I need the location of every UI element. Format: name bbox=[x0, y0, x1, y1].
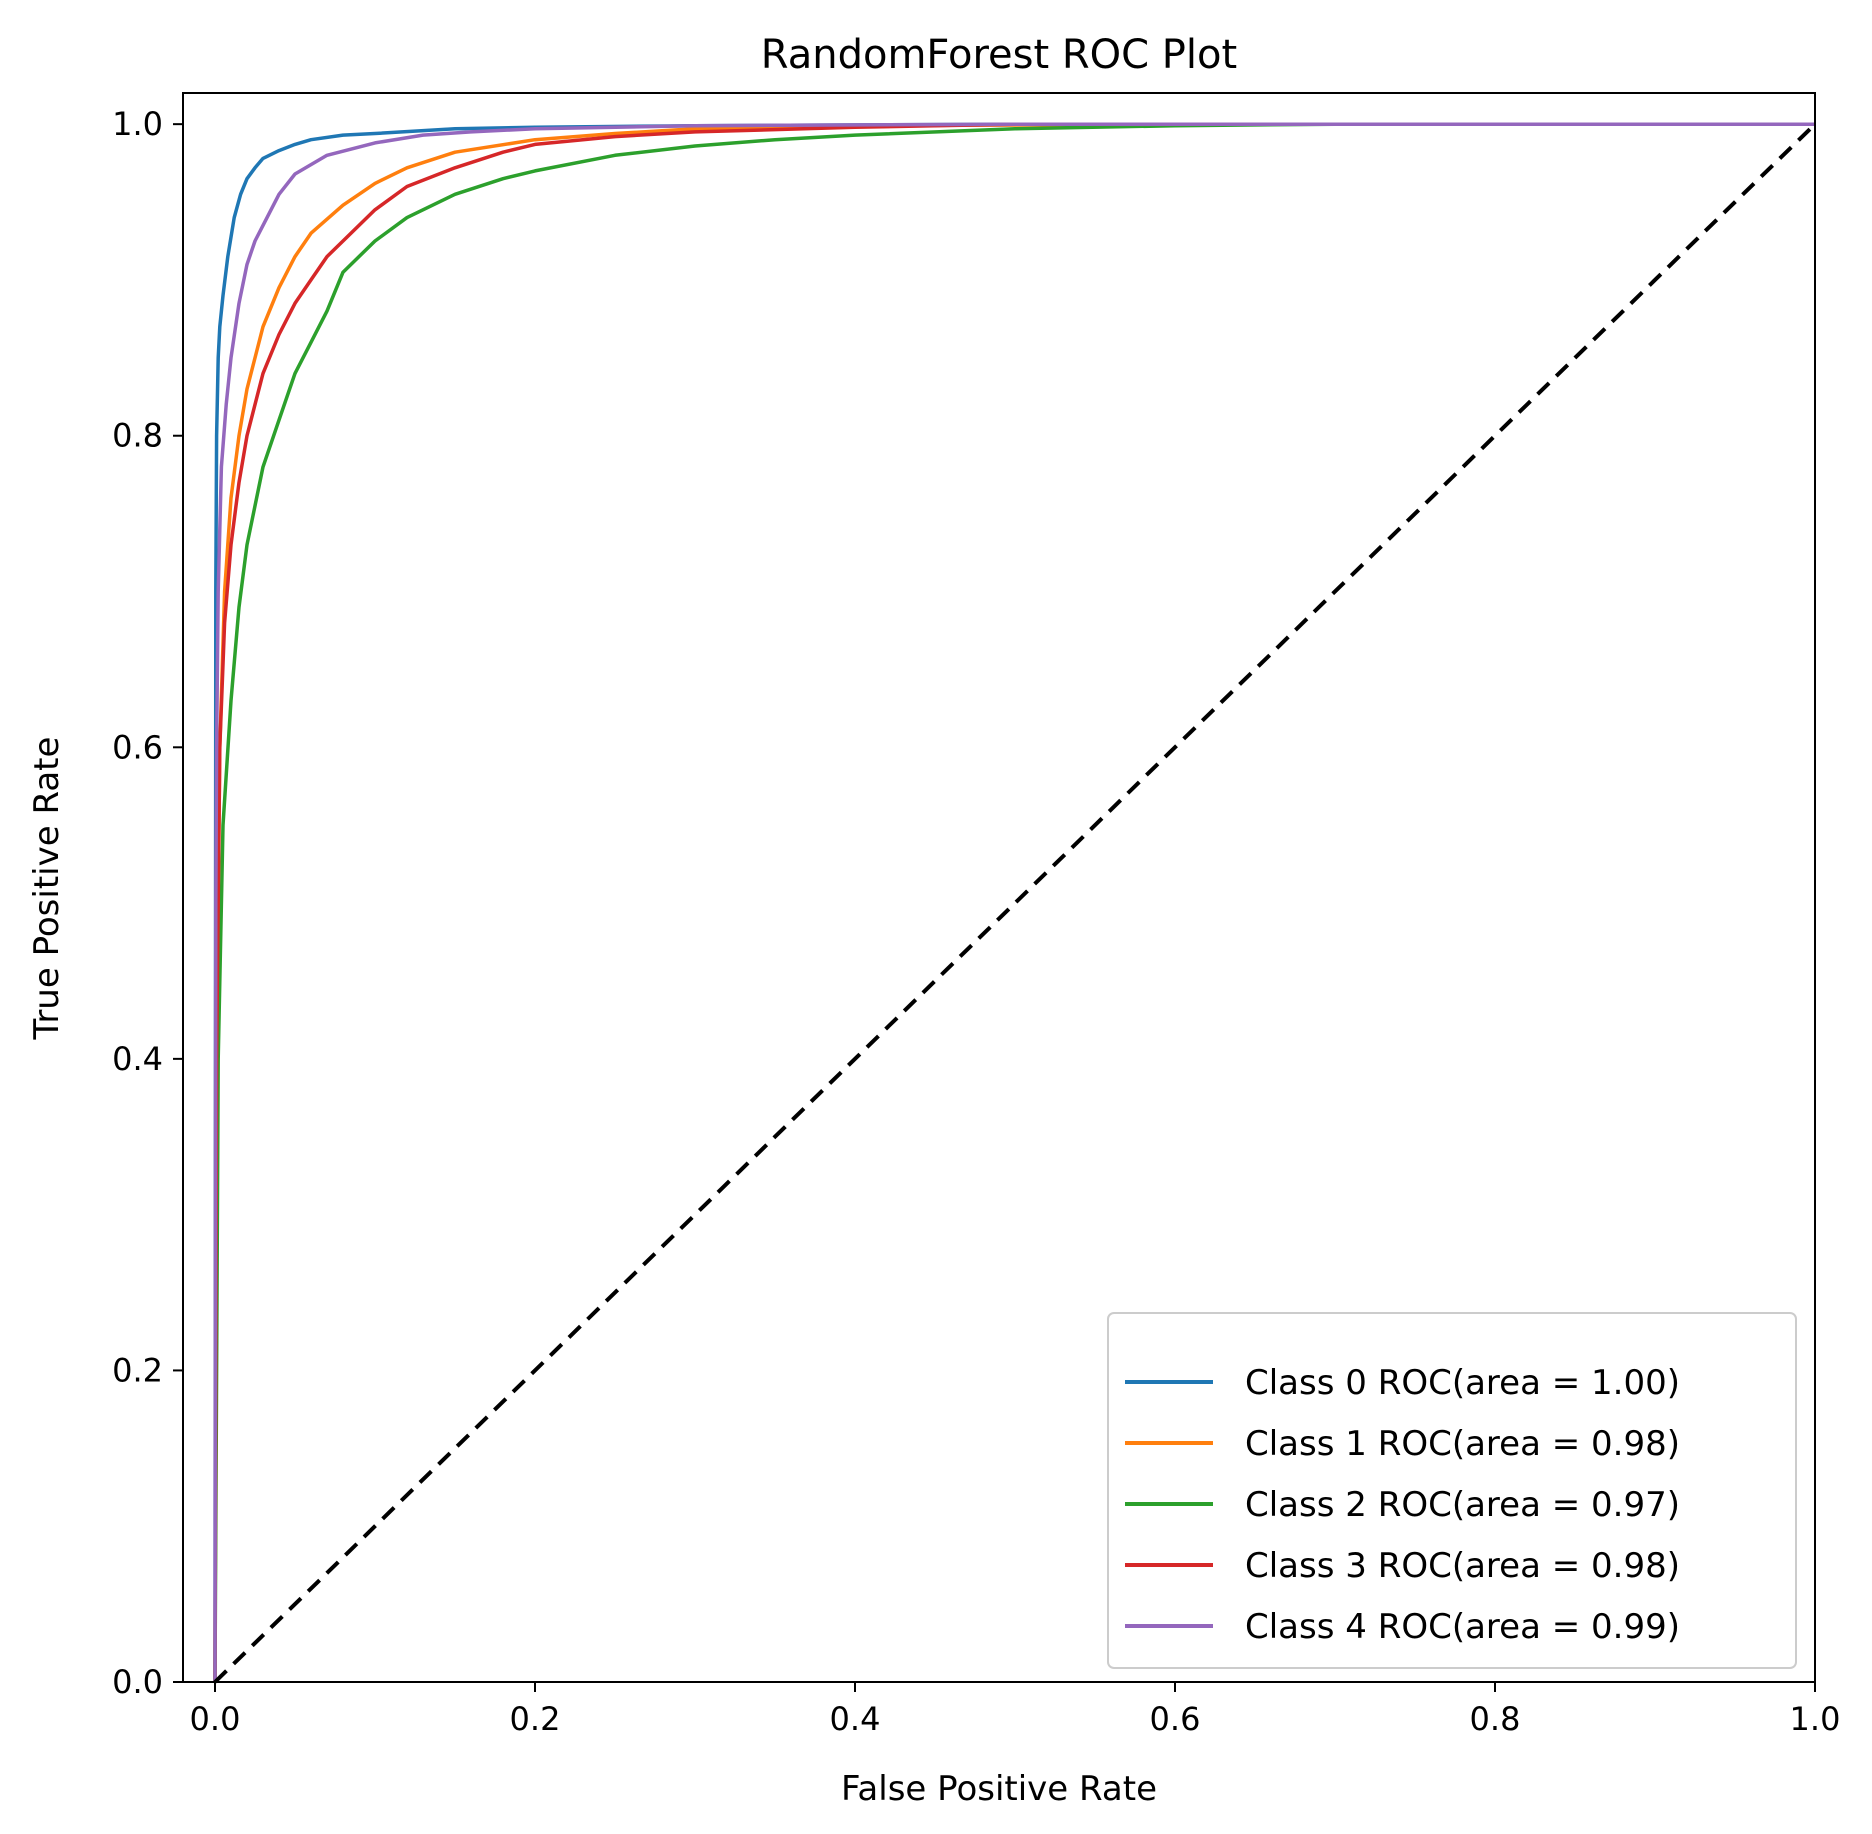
plot-frame bbox=[182, 92, 1816, 1683]
x-tick-label: 1.0 bbox=[1790, 1700, 1841, 1738]
chart-title: RandomForest ROC Plot bbox=[761, 32, 1237, 78]
plot-lines bbox=[213, 122, 1817, 1684]
legend-label-class-0: Class 0 ROC(area = 1.00) bbox=[1245, 1363, 1680, 1403]
y-axis-ticks: 0.0 0.2 0.4 0.6 0.8 1.0 bbox=[112, 105, 183, 1701]
legend-box bbox=[1107, 1312, 1797, 1669]
legend-label-class-2: Class 2 ROC(area = 0.97) bbox=[1245, 1485, 1680, 1525]
x-tick-label: 0.6 bbox=[1150, 1700, 1201, 1738]
x-tick-label: 0.4 bbox=[830, 1700, 881, 1738]
legend: Class 0 ROC(area = 1.00) Class 1 ROC(area… bbox=[1107, 1312, 1797, 1669]
x-axis-label: False Positive Rate bbox=[841, 1769, 1157, 1809]
y-tick-label: 1.0 bbox=[112, 105, 163, 143]
roc-line-class-2 bbox=[213, 122, 1815, 1683]
x-tick-label: 0.8 bbox=[1470, 1700, 1521, 1738]
legend-label-class-1: Class 1 ROC(area = 0.98) bbox=[1245, 1424, 1680, 1464]
roc-line-class-3 bbox=[213, 122, 1815, 1683]
legend-label-class-4: Class 4 ROC(area = 0.99) bbox=[1245, 1607, 1680, 1647]
y-tick-label: 0.0 bbox=[112, 1663, 163, 1701]
y-tick-label: 0.8 bbox=[112, 417, 163, 455]
roc-line-class-0 bbox=[213, 122, 1815, 1683]
x-axis-ticks: 0.0 0.2 0.4 0.6 0.8 1.0 bbox=[190, 1682, 1841, 1738]
roc-line-class-1 bbox=[213, 122, 1815, 1683]
chance-diagonal-line bbox=[213, 122, 1817, 1684]
x-tick-label: 0.0 bbox=[190, 1700, 241, 1738]
y-tick-label: 0.6 bbox=[112, 728, 163, 766]
legend-label-class-3: Class 3 ROC(area = 0.98) bbox=[1245, 1546, 1680, 1586]
x-tick-label: 0.2 bbox=[510, 1700, 561, 1738]
y-tick-label: 0.4 bbox=[112, 1040, 163, 1078]
y-axis-label: True Positive Rate bbox=[27, 737, 67, 1041]
y-tick-label: 0.2 bbox=[112, 1351, 163, 1389]
roc-line-class-4 bbox=[213, 122, 1815, 1683]
